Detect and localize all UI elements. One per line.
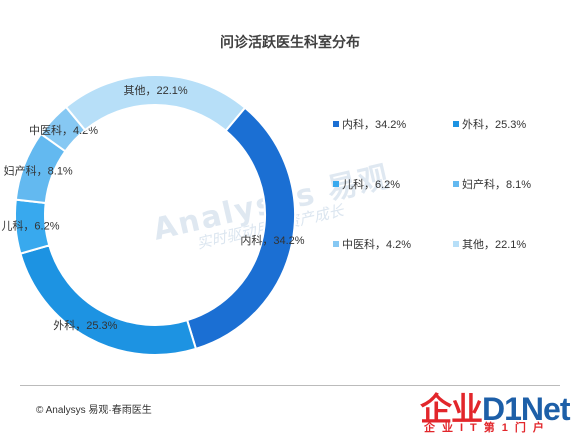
legend-item-5: 其他，22.1% <box>453 236 526 252</box>
d1net-logo-accent: D1Net <box>482 391 570 427</box>
legend-item-3: 妇产科，8.1% <box>453 176 531 192</box>
legend-label-4: 中医科，4.2% <box>342 239 412 251</box>
chart-legend: 内科，34.2% 外科，25.3% 儿科，6.2% 妇产科，8.1% 中医科，4.2% 其… <box>333 116 573 266</box>
legend-swatch-5 <box>453 241 459 247</box>
legend-label-0: 内科，34.2% <box>342 119 407 131</box>
legend-label-2: 儿科，6.2% <box>342 179 401 191</box>
legend-swatch-1 <box>453 121 459 127</box>
d1net-slogan: 企业IT第1门户 <box>424 422 551 434</box>
slice-label-2: 儿科，6.2% <box>1 219 59 233</box>
donut-chart: 内科，34.2%外科，25.3%儿科，6.2%妇产科，8.1%中医科，4.2%其… <box>1 74 305 356</box>
donut-slice-1 <box>19 244 198 356</box>
d1net-logo-main: 企业 <box>420 391 483 427</box>
footer-divider <box>20 385 560 386</box>
legend-label-5: 其他，22.1% <box>462 239 527 251</box>
d1net-logo: 企业D1Net <box>420 384 570 430</box>
legend-label-3: 妇产科，8.1% <box>462 179 532 191</box>
legend-swatch-2 <box>333 181 339 187</box>
legend-item-4: 中医科，4.2% <box>333 236 411 252</box>
donut-slice-0 <box>185 106 296 351</box>
slice-label-1: 外科，25.3% <box>53 318 117 332</box>
legend-swatch-4 <box>333 241 339 247</box>
legend-swatch-0 <box>333 121 339 127</box>
donut-slice-5 <box>64 74 247 133</box>
legend-label-1: 外科，25.3% <box>462 119 527 131</box>
legend-swatch-3 <box>453 181 459 187</box>
legend-item-0: 内科，34.2% <box>333 116 406 132</box>
legend-item-2: 儿科，6.2% <box>333 176 400 192</box>
slice-label-5: 其他，22.1% <box>123 84 187 97</box>
slice-label-0: 内科，34.2% <box>240 233 304 247</box>
page-title: 问诊活跃医生科室分布 <box>220 34 360 50</box>
legend-item-1: 外科，25.3% <box>453 116 526 132</box>
source-credit: © Analysys 易观·春雨医生 <box>36 405 152 416</box>
slice-label-3: 妇产科，8.1% <box>4 164 73 178</box>
